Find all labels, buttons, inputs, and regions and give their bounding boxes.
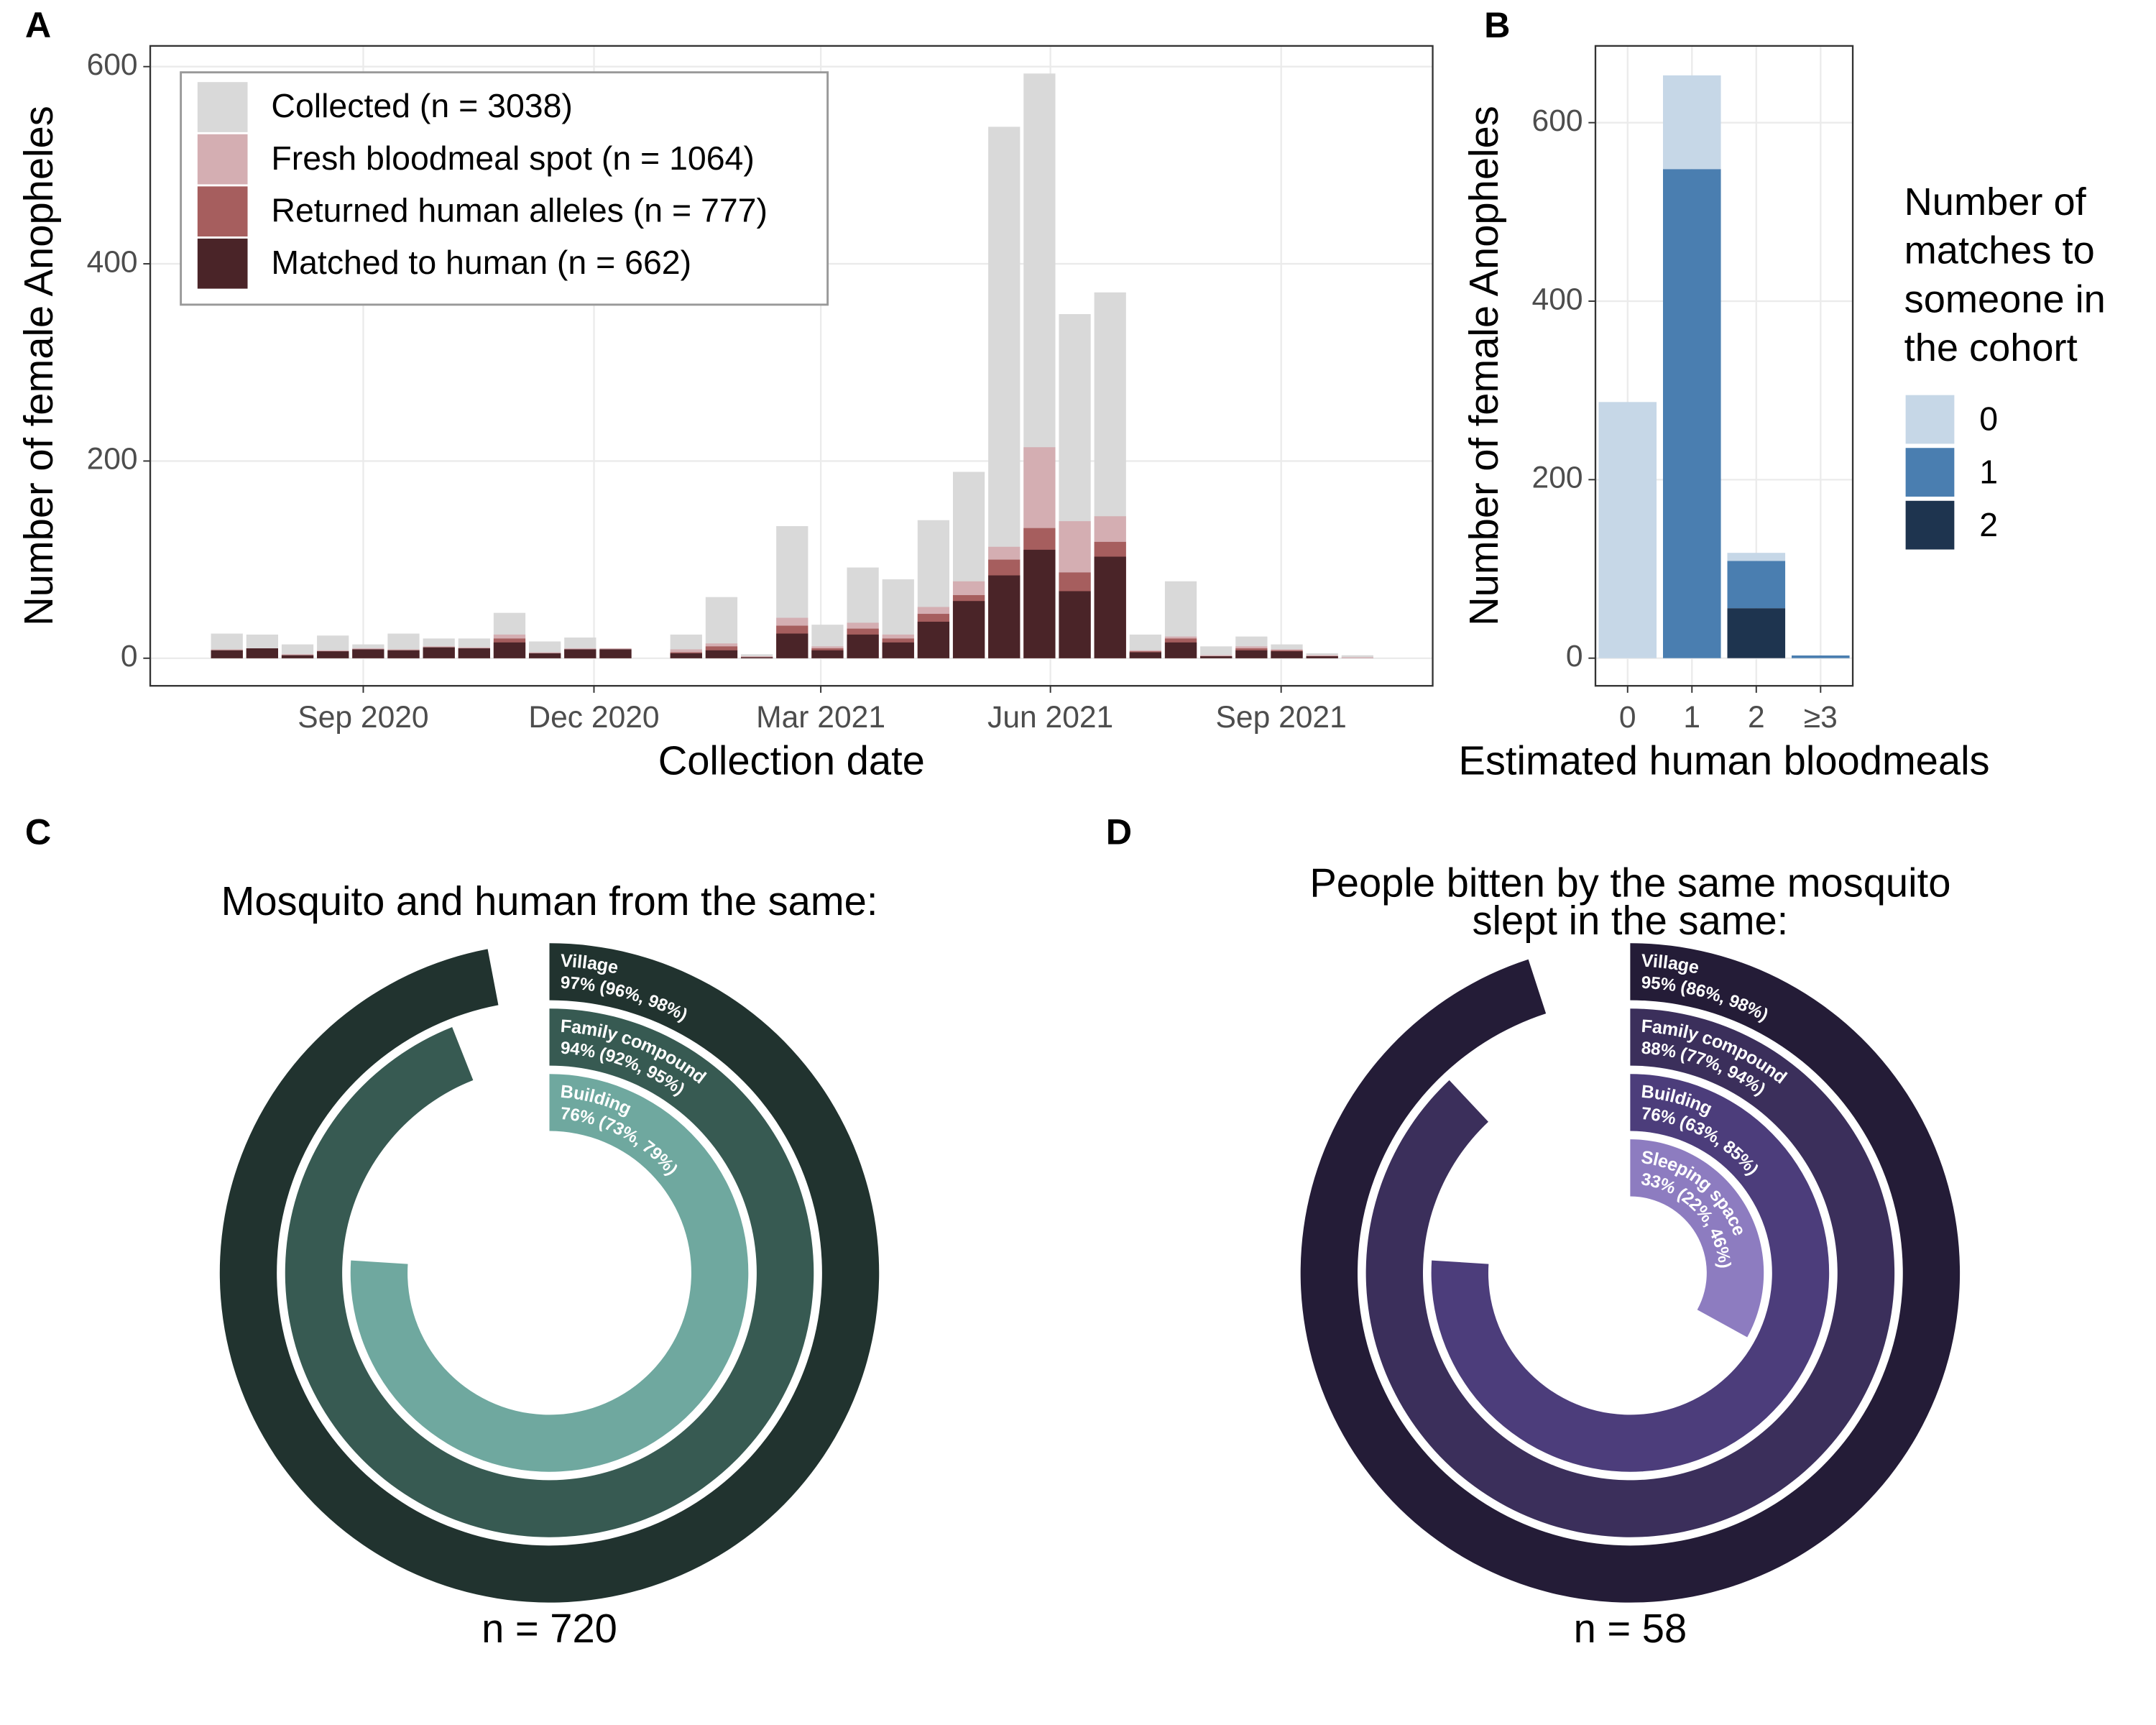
legend-key xyxy=(197,186,248,237)
bar xyxy=(1200,656,1233,658)
bar xyxy=(1200,646,1233,658)
bar xyxy=(493,642,526,658)
bar-segment xyxy=(1727,553,1786,561)
legend-key xyxy=(1905,448,1955,497)
legend-box xyxy=(180,71,829,306)
bar xyxy=(352,649,384,658)
legend-title: someone in xyxy=(1904,277,2106,321)
y-tick-label: 0 xyxy=(1566,639,1583,673)
y-tick-label: 600 xyxy=(1532,104,1583,138)
sample-size: n = 720 xyxy=(482,1606,617,1651)
bar xyxy=(1341,657,1373,658)
legend-key xyxy=(197,134,248,185)
y-tick-label: 200 xyxy=(1532,461,1583,495)
sample-size: n = 58 xyxy=(1574,1606,1687,1651)
plot-border xyxy=(1594,45,1854,687)
bar xyxy=(705,650,738,658)
x-tick-label: 2 xyxy=(1748,700,1765,735)
bar xyxy=(917,622,950,658)
y-tick-label: 600 xyxy=(87,47,138,82)
y-tick-label: 0 xyxy=(121,639,138,673)
legend-label: Returned human alleles (n = 777) xyxy=(271,191,768,229)
bar-segment xyxy=(1792,655,1850,658)
legend-label: 0 xyxy=(1979,400,1998,438)
legend-title: the cohort xyxy=(1904,326,2078,369)
bar xyxy=(847,634,879,658)
x-tick-label: Dec 2020 xyxy=(528,700,659,735)
bar xyxy=(458,648,490,658)
panel-label: C xyxy=(25,811,51,852)
bar xyxy=(1023,549,1056,658)
bar xyxy=(564,649,596,658)
x-axis-title: Collection date xyxy=(658,737,925,783)
bar xyxy=(988,575,1021,658)
legend-key xyxy=(1905,500,1955,550)
panel-label: B xyxy=(1484,4,1510,45)
bar xyxy=(670,653,702,658)
bar-segment xyxy=(1727,608,1786,658)
plot-border xyxy=(149,45,1434,687)
y-tick-label: 400 xyxy=(87,244,138,279)
legend-title: matches to xyxy=(1904,229,2095,272)
panel-label: A xyxy=(25,4,51,45)
chart-title: slept in the same: xyxy=(1473,898,1789,943)
y-tick-label: 200 xyxy=(87,442,138,477)
bar-segment xyxy=(1727,561,1786,609)
bar xyxy=(1094,556,1126,658)
y-axis-title: Number of female Anopheles xyxy=(1461,106,1506,626)
bar-segment xyxy=(1662,75,1721,170)
bar xyxy=(387,650,420,658)
bar xyxy=(1271,651,1303,658)
legend-label: Matched to human (n = 662) xyxy=(271,244,691,281)
bar xyxy=(317,651,349,658)
bar xyxy=(1129,652,1161,658)
x-tick-label: Mar 2021 xyxy=(756,700,885,735)
bar xyxy=(246,648,278,658)
bar xyxy=(529,653,561,658)
x-tick-label: ≥3 xyxy=(1804,700,1838,735)
bar xyxy=(1306,656,1338,658)
x-tick-label: 1 xyxy=(1683,700,1700,735)
chart-title: Mosquito and human from the same: xyxy=(221,878,878,924)
legend-title: Number of xyxy=(1904,180,2087,224)
y-tick-label: 400 xyxy=(1532,282,1583,316)
y-axis-title: Number of female Anopheles xyxy=(16,106,61,626)
legend-key xyxy=(1905,395,1955,444)
x-axis-title: Estimated human bloodmeals xyxy=(1458,737,1989,783)
chart-title: People bitten by the same mosquito xyxy=(1309,860,1950,906)
x-tick-label: Jun 2021 xyxy=(987,700,1113,735)
legend-label: Fresh bloodmeal spot (n = 1064) xyxy=(271,139,754,177)
x-tick-label: Sep 2021 xyxy=(1215,700,1346,735)
x-tick-label: 0 xyxy=(1619,700,1636,735)
bar xyxy=(811,650,844,658)
bar xyxy=(952,601,985,658)
bar-segment xyxy=(1662,169,1721,658)
ring-segment xyxy=(1630,1139,1764,1338)
bar xyxy=(882,642,914,658)
bar xyxy=(281,655,314,658)
bar xyxy=(1164,642,1197,658)
x-tick-label: Sep 2020 xyxy=(298,700,428,735)
legend-key xyxy=(197,238,248,289)
legend-label: Collected (n = 3038) xyxy=(271,87,572,124)
bar xyxy=(1235,650,1268,658)
bar xyxy=(599,649,632,658)
legend-key xyxy=(197,82,248,132)
bar xyxy=(423,647,455,658)
bar xyxy=(740,657,773,658)
panel-label: D xyxy=(1106,811,1132,852)
legend-label: 1 xyxy=(1979,453,1998,490)
legend-label: 2 xyxy=(1979,506,1998,543)
bar xyxy=(776,633,808,658)
bar xyxy=(740,656,773,658)
bar xyxy=(1341,655,1373,658)
bar-segment xyxy=(1598,402,1657,658)
bar xyxy=(1059,591,1091,658)
bar xyxy=(211,650,243,658)
